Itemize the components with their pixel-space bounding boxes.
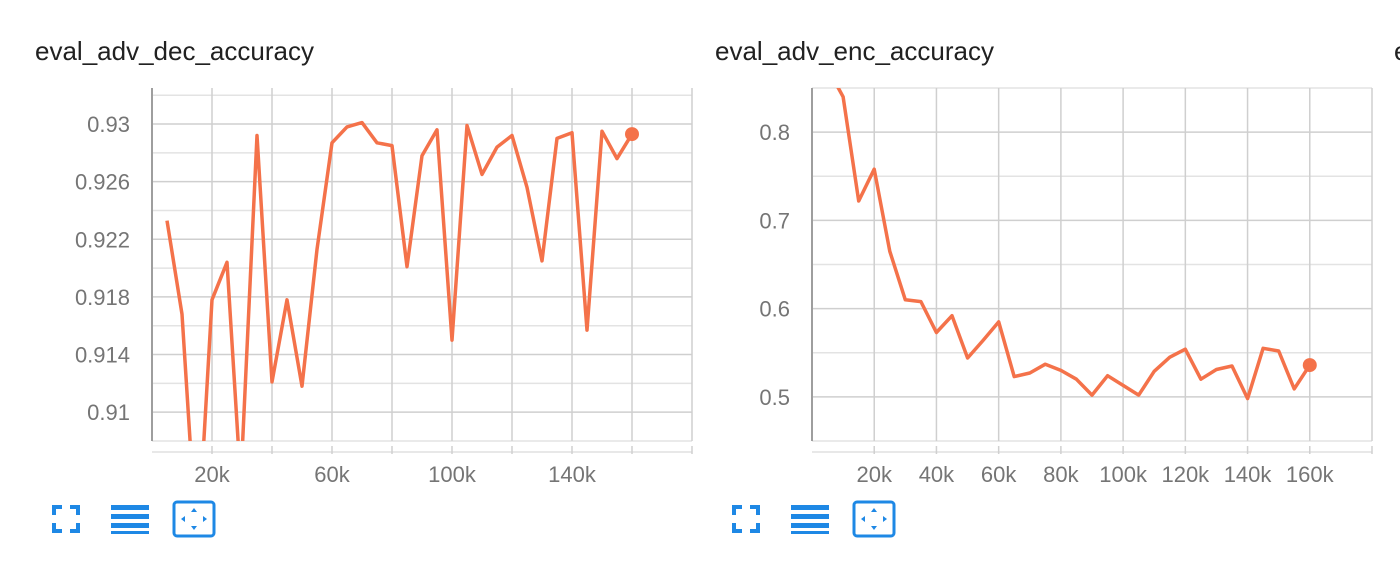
next-chart-title: e <box>1394 36 1400 67</box>
x-tick-label: 140k <box>1224 462 1273 487</box>
x-tick-label: 100k <box>428 462 477 487</box>
y-tick-label: 0.914 <box>75 343 130 368</box>
data-table-icon <box>791 503 829 535</box>
y-tick-label: 0.91 <box>87 400 130 425</box>
y-tick-label: 0.918 <box>75 285 130 310</box>
series-line <box>167 123 632 456</box>
x-tick-label: 120k <box>1161 462 1210 487</box>
data-table-button[interactable] <box>108 500 152 538</box>
x-tick-label: 160k <box>1286 462 1335 487</box>
y-tick-label: 0.6 <box>759 297 790 322</box>
chart-plot: 0.91 0.914 0.918 0.922 0.926 0.93 20k 60k 100k 14… <box>0 0 700 500</box>
data-table-button[interactable] <box>788 500 832 538</box>
y-tick-label: 0.5 <box>759 385 790 410</box>
data-table-icon <box>111 503 149 535</box>
y-tick-label: 0.93 <box>87 112 130 137</box>
fullscreen-icon <box>731 504 761 534</box>
x-tick-label: 140k <box>548 462 597 487</box>
x-tick-label: 60k <box>314 462 350 487</box>
fit-domain-button[interactable] <box>852 500 896 538</box>
x-tick-label: 40k <box>919 462 955 487</box>
chart-plot: 0.5 0.6 0.7 0.8 20k 40k 60k 80k 100k 120k 140k 160k <box>680 0 1380 500</box>
fullscreen-button[interactable] <box>724 500 768 538</box>
fit-domain-icon <box>172 500 216 538</box>
last-point-marker <box>625 127 639 141</box>
chart-card-dec: eval_adv_dec_accuracy 0.91 0.914 0.918 0.92… <box>0 0 700 578</box>
fullscreen-icon <box>51 504 81 534</box>
y-tick-label: 0.8 <box>759 120 790 145</box>
last-point-marker <box>1303 358 1317 372</box>
chart-card-enc: eval_adv_enc_accuracy 0.5 0.6 0.7 0.8 20k 40k… <box>680 0 1380 578</box>
fit-domain-icon <box>852 500 896 538</box>
y-tick-label: 0.7 <box>759 208 790 233</box>
x-tick-label: 80k <box>1043 462 1079 487</box>
x-tick-label: 100k <box>1099 462 1148 487</box>
x-tick-label: 20k <box>856 462 892 487</box>
x-tick-label: 20k <box>194 462 230 487</box>
fit-domain-button[interactable] <box>172 500 216 538</box>
y-tick-label: 0.922 <box>75 227 130 252</box>
fullscreen-button[interactable] <box>44 500 88 538</box>
x-tick-label: 60k <box>981 462 1017 487</box>
y-tick-label: 0.926 <box>75 170 130 195</box>
